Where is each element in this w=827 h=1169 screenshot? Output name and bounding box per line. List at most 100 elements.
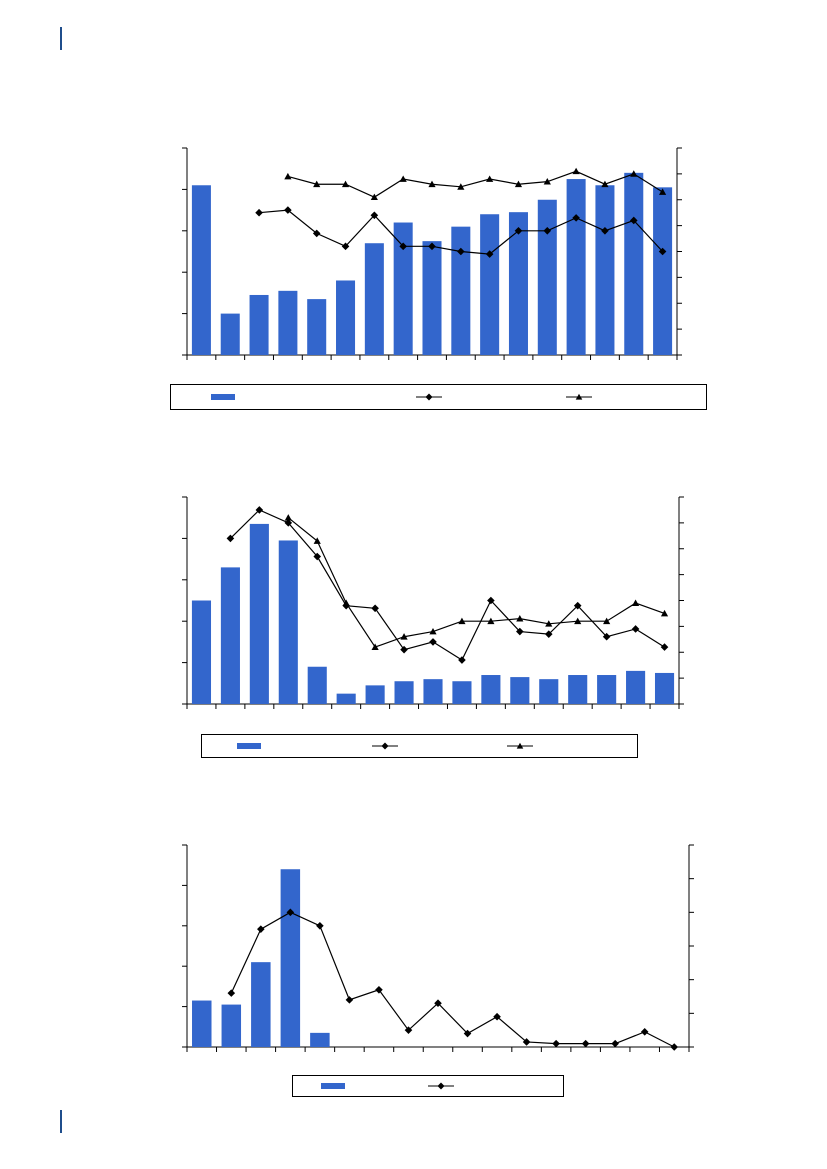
chart-3-series-1-point — [286, 908, 295, 917]
chart-1-series-2-point — [601, 180, 609, 188]
chart-2-bar — [394, 681, 414, 704]
chart-2-bar — [510, 677, 530, 704]
chart-1-series-1-point — [485, 250, 494, 258]
chart-2-series-2-point — [660, 609, 669, 617]
chart-3-series-1-point — [434, 999, 442, 1008]
chart-2-bar — [307, 666, 327, 704]
legend-bar-swatch — [237, 743, 261, 749]
chart-1-series-1-point — [514, 227, 523, 235]
chart-2-bar — [278, 540, 298, 704]
chart-3-series-1-point — [670, 1043, 679, 1051]
chart-2-bar — [452, 681, 472, 704]
chart-1-bar — [278, 290, 298, 355]
chart-3-series-1-point — [552, 1039, 560, 1048]
chart-2-bar — [654, 672, 675, 704]
chart-2-bar — [220, 567, 240, 704]
chart-2-series-2-point — [429, 627, 437, 635]
chart-2-bar — [626, 670, 646, 704]
chart-3-series-1-point — [522, 1038, 531, 1046]
chart-1-bar — [393, 222, 413, 355]
chart-2-series-2-point — [545, 620, 553, 627]
chart-1-series-1-point — [601, 227, 609, 235]
chart-1-bar — [566, 179, 586, 355]
chart-2-series-1-point — [284, 519, 293, 527]
chart-3-bar — [251, 962, 271, 1047]
chart-1-series-2-point — [428, 180, 436, 188]
chart-1-bar — [336, 280, 356, 355]
chart-3-legend — [292, 1075, 564, 1097]
chart-1-series-2-point — [341, 180, 350, 188]
chart-2-series-1-point — [516, 627, 524, 636]
chart-1-series-2-point — [399, 175, 407, 182]
chart-2-series-2-point — [603, 617, 611, 625]
chart-1-series-2-point — [486, 175, 494, 182]
chart-2-series-2-point — [574, 617, 582, 625]
chart-1-series-2-point — [543, 178, 551, 185]
chart-3-series-1-point — [611, 1039, 619, 1048]
chart-3-bar — [221, 1004, 242, 1047]
chart-1-series-1-point — [341, 242, 350, 251]
chart-1-series-2-point — [514, 180, 523, 188]
chart-3-series-1-line — [230, 911, 675, 1048]
chart-1-series-1-point — [399, 242, 407, 251]
chart-3-series-1-point — [640, 1028, 649, 1036]
chart-2-series-1-point — [313, 552, 322, 561]
chart-1-series-2-point — [572, 167, 580, 175]
chart-2-legend — [201, 734, 638, 758]
chart-1-series-2-point — [284, 172, 292, 180]
chart-3-series-1-point — [316, 922, 324, 930]
chart-1-series-2-point — [457, 183, 465, 190]
chart-1-series-1-point — [255, 208, 263, 217]
legend-diamond-marker — [372, 742, 398, 750]
chart-3-series-1-point — [404, 1026, 413, 1034]
chart-2-series-2-point — [313, 537, 321, 544]
chart-3-bar — [310, 1032, 330, 1047]
chart-1-bar — [364, 243, 384, 355]
chart-3-series-1-point — [257, 925, 265, 933]
legend-bar-swatch — [321, 1083, 345, 1089]
chart-2-bar — [423, 679, 443, 704]
chart-1-bar — [422, 241, 442, 355]
chart-2-bar — [336, 693, 356, 704]
chart-2-series-1-point — [487, 596, 495, 605]
chart-1-bar — [220, 313, 240, 355]
chart-1-bar — [249, 294, 269, 355]
chart-1-legend — [170, 384, 707, 410]
chart-1-bar — [508, 212, 528, 355]
chart-2-series-2-point — [516, 615, 524, 622]
chart-1-series-1-point — [370, 211, 379, 220]
chart-1-bar — [595, 185, 615, 355]
chart-2-bar — [365, 685, 385, 704]
chart-2-series-2-point — [371, 643, 379, 650]
chart-1-series-2-point — [313, 180, 321, 188]
chart-3-series-1-point — [227, 989, 236, 997]
chart-2-bar — [597, 675, 617, 704]
chart-1-bar — [480, 214, 500, 355]
chart-2-series-1-point — [429, 638, 437, 646]
legend-triangle-marker — [507, 742, 533, 749]
legend-diamond-marker — [428, 1082, 454, 1090]
chart-2-series-2-point — [458, 617, 466, 625]
chart-2-series-1-point — [255, 506, 264, 514]
chart-1-bar — [537, 199, 557, 355]
chart-1-series-2-point — [658, 188, 667, 195]
chart-3-bar — [192, 1000, 212, 1047]
chart-1-series-1-point — [428, 242, 436, 251]
chart-2-series-2-point — [284, 514, 292, 521]
page-margin-mark-bottom — [60, 1110, 62, 1133]
chart-2-series-1-point — [544, 630, 553, 638]
chart-2-series-1-point — [371, 604, 379, 613]
chart-2-bar — [539, 679, 559, 704]
chart-2-bar — [249, 523, 269, 704]
chart-1-series-1-point — [284, 206, 292, 214]
chart-3-series-1-point — [345, 996, 354, 1004]
chart-2-bar — [481, 675, 501, 704]
chart-2-series-1-point — [226, 534, 235, 543]
chart-1-series-1-point — [629, 216, 638, 225]
chart-1-bar — [624, 172, 644, 355]
chart-2-series-2-point — [631, 599, 640, 606]
chart-1-bar — [191, 185, 211, 355]
chart-2-series-1-point — [458, 656, 466, 664]
chart-1-series-2-line — [287, 170, 663, 198]
chart-3-series-1-point — [493, 1012, 501, 1021]
